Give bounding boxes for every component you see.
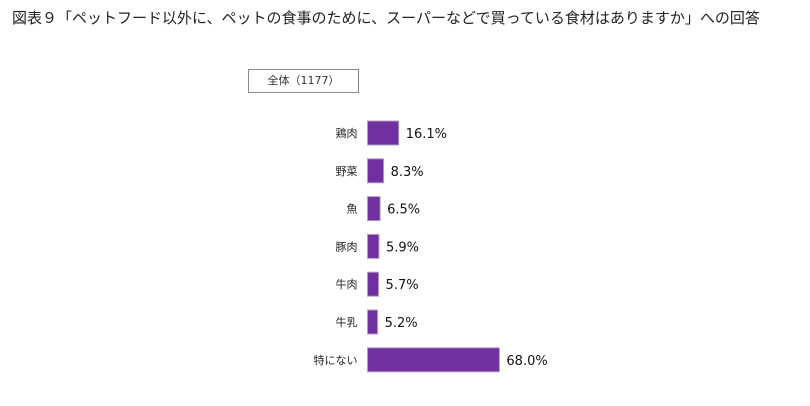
category-label-5: 牛乳 (336, 315, 358, 329)
bar-0 (367, 120, 400, 146)
value-label-5: 5.2% (385, 316, 418, 331)
bar-4 (367, 271, 380, 297)
category-label-2: 魚 (347, 203, 358, 216)
bar-3 (367, 233, 380, 259)
bar-5 (367, 309, 379, 335)
value-label-4: 5.7% (386, 278, 419, 293)
value-label-1: 8.3% (391, 165, 424, 180)
bar-6 (367, 347, 500, 373)
category-label-0: 鶏肉 (336, 126, 358, 140)
bars-group: 鶏肉 16.1% 野菜 8.3% 魚 6.5% 豚肉 5.9% 牛肉 5.7% 牛乳 5.2% 特にない… (314, 120, 548, 373)
value-label-2: 6.5% (387, 203, 420, 218)
bar-2 (367, 196, 381, 222)
category-label-3: 豚肉 (336, 240, 358, 253)
legend-box: 全体（1177） (248, 69, 359, 93)
category-label-1: 野菜 (336, 165, 358, 178)
category-label-4: 牛肉 (336, 277, 358, 291)
value-label-3: 5.9% (386, 240, 419, 255)
bar-1 (367, 158, 385, 184)
category-label-6: 特にない (314, 353, 358, 367)
value-label-0: 16.1% (406, 127, 447, 142)
value-label-6: 68.0% (506, 354, 547, 369)
chart-title: 図表９「ペットフード以外に、ペットの食事のために、スーパーなどで買っている食材は… (12, 9, 760, 27)
